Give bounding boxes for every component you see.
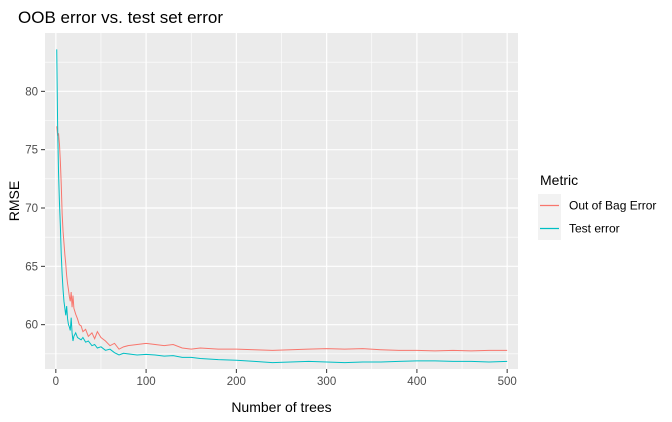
x-tick-label: 0 bbox=[53, 376, 59, 388]
series-line bbox=[56, 126, 508, 352]
x-tick-label: 500 bbox=[498, 376, 517, 388]
x-axis-title: Number of trees bbox=[231, 399, 331, 415]
x-tick-label: 200 bbox=[227, 376, 246, 388]
grid-minor bbox=[45, 33, 518, 369]
y-tick-label: 60 bbox=[25, 320, 38, 332]
x-tick-label: 400 bbox=[407, 376, 426, 388]
legend-label: Test error bbox=[569, 222, 620, 236]
y-tick-label: 65 bbox=[25, 261, 38, 273]
y-tick-label: 80 bbox=[25, 86, 38, 98]
y-axis: 60 65 70 75 80 bbox=[25, 86, 45, 332]
chart-title: OOB error vs. test set error bbox=[18, 8, 223, 27]
series-layer bbox=[56, 49, 508, 364]
x-axis: 0 100 200 300 400 500 bbox=[53, 369, 517, 388]
y-tick-label: 75 bbox=[25, 145, 38, 157]
legend-title: Metric bbox=[540, 172, 578, 188]
x-tick-label: 300 bbox=[317, 376, 336, 388]
legend: Metric Out of Bag Error Test error bbox=[538, 172, 656, 240]
y-axis-title: RMSE bbox=[6, 181, 22, 221]
series-line bbox=[56, 49, 508, 364]
x-tick-label: 100 bbox=[137, 376, 156, 388]
y-tick-label: 70 bbox=[25, 203, 38, 215]
grid-major bbox=[45, 33, 518, 369]
legend-label: Out of Bag Error bbox=[569, 199, 656, 213]
